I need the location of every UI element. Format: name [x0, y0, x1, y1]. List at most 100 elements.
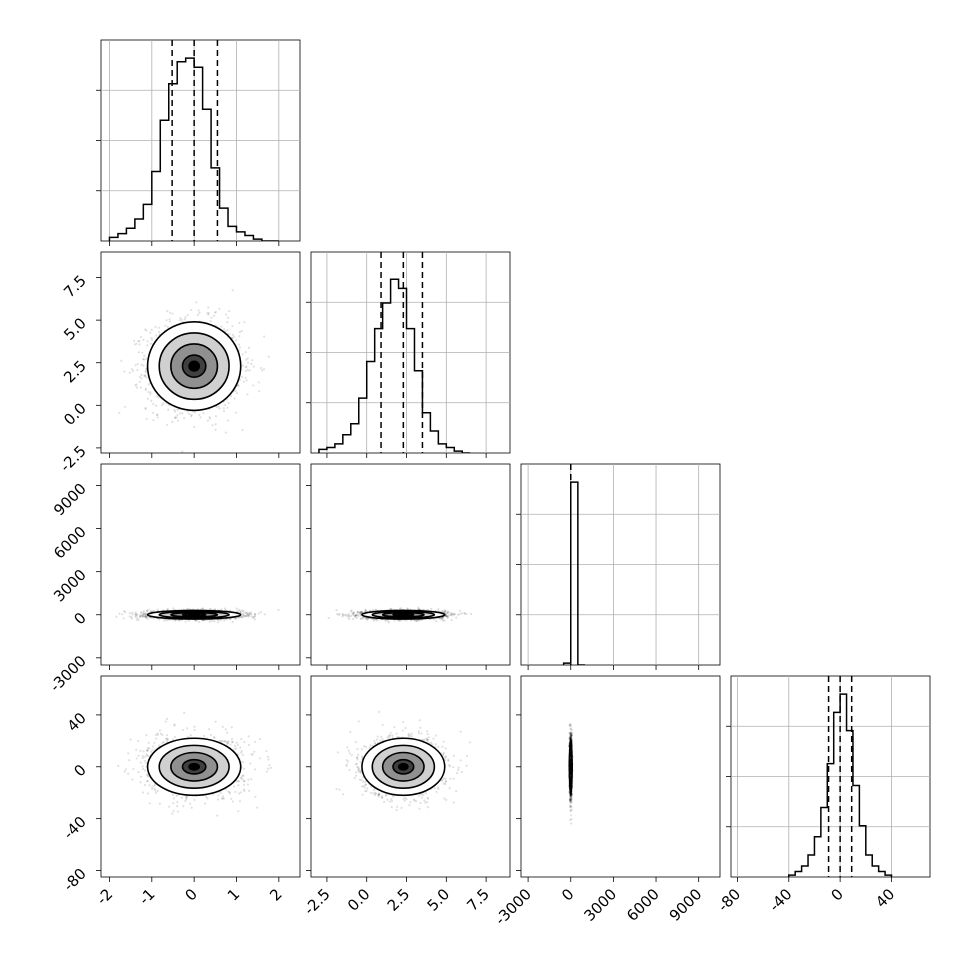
scatter-point: [124, 405, 127, 409]
scatter-point: [134, 615, 137, 619]
scatter-point: [144, 407, 147, 410]
scatter-point: [187, 607, 190, 610]
scatter-point: [135, 386, 139, 389]
scatter-point: [144, 369, 148, 372]
scatter-point: [140, 363, 143, 366]
scatter-point: [136, 617, 139, 620]
scatter-point: [214, 415, 218, 418]
scatter-point: [246, 612, 249, 616]
scatter-point: [178, 619, 181, 622]
scatter-point: [246, 361, 250, 364]
scatter-point: [174, 619, 177, 622]
scatter-point: [138, 615, 142, 618]
scatter-point: [437, 608, 440, 611]
scatter-point: [248, 613, 251, 616]
scatter-point: [189, 415, 193, 418]
scatter-point: [140, 613, 143, 617]
scatter-point: [252, 384, 255, 387]
scatter-point: [138, 343, 141, 346]
scatter-point: [364, 609, 367, 612]
scatter-point: [341, 612, 344, 616]
scatter-point: [152, 419, 155, 422]
scatter-point: [355, 616, 359, 619]
scatter-point: [267, 355, 270, 358]
scatter-point: [237, 608, 240, 612]
scatter-point: [151, 610, 154, 613]
scatter-point: [238, 346, 242, 349]
scatter-point: [147, 390, 150, 394]
scatter-point: [197, 621, 201, 624]
scatter-point: [444, 610, 447, 613]
scatter-point: [165, 619, 168, 622]
scatter-point: [183, 318, 187, 321]
scatter-point: [351, 617, 355, 621]
scatter-point: [347, 614, 350, 617]
scatter-point: [141, 615, 144, 618]
scatter-point: [181, 412, 184, 415]
scatter-point: [178, 319, 182, 322]
scatter-point: [215, 405, 218, 409]
scatter-point: [465, 612, 468, 616]
scatter-point: [251, 359, 254, 362]
scatter-point: [195, 619, 198, 623]
scatter-point: [166, 607, 169, 610]
scatter-point: [123, 370, 126, 373]
scatter-point: [101, 355, 102, 357]
scatter-point: [220, 608, 223, 611]
scatter-point: [156, 608, 159, 611]
scatter-point: [350, 609, 353, 612]
contour-level: [188, 360, 201, 372]
scatter-point: [176, 408, 179, 411]
scatter-point: [145, 615, 148, 619]
scatter-point: [121, 613, 124, 616]
scatter-point: [152, 402, 155, 406]
scatter-point: [234, 617, 237, 620]
scatter-point: [250, 613, 253, 616]
scatter-point: [455, 616, 458, 619]
scatter-point: [164, 324, 167, 327]
scatter-point: [217, 618, 220, 621]
scatter-point: [214, 423, 217, 426]
scatter-point: [128, 611, 131, 615]
scatter-point: [252, 616, 255, 619]
scatter-point: [227, 316, 230, 319]
scatter-point: [156, 413, 159, 416]
scatter-point: [146, 397, 150, 400]
scatter-point: [149, 391, 152, 394]
scatter-point: [207, 313, 210, 316]
scatter-point: [181, 450, 184, 453]
scatter-point: [150, 399, 153, 402]
scatter-point: [240, 616, 244, 619]
scatter-point: [139, 335, 143, 338]
scatter-point: [453, 613, 456, 616]
scatter-point: [149, 331, 152, 334]
scatter-point: [354, 614, 357, 617]
scatter-point: [190, 413, 193, 417]
scatter-point: [246, 613, 249, 617]
scatter-point: [226, 329, 229, 332]
scatter-point: [210, 316, 213, 319]
scatter-point: [172, 607, 175, 610]
histogram-step: [562, 481, 585, 665]
scatter-point: [118, 411, 121, 414]
scatter-point: [247, 614, 250, 617]
scatter-point: [150, 338, 154, 342]
scatter-point: [211, 424, 214, 427]
scatter-point: [245, 365, 248, 368]
scatter-point: [238, 330, 241, 334]
scatter-point: [233, 397, 236, 400]
scatter-point: [152, 617, 156, 620]
scatter-point: [135, 342, 138, 345]
panel-x2-vs-x1: [327, 606, 473, 624]
scatter-point: [134, 364, 137, 367]
frame-x3-vs-x1: [310, 675, 511, 878]
scatter-point: [147, 608, 150, 611]
scatter-point: [142, 613, 145, 616]
panel-content: [101, 40, 930, 877]
scatter-point: [443, 619, 446, 622]
scatter-point: [149, 610, 152, 613]
scatter-point: [224, 313, 228, 316]
scatter-point: [201, 607, 204, 611]
scatter-point: [214, 428, 217, 431]
scatter-point: [366, 618, 369, 621]
